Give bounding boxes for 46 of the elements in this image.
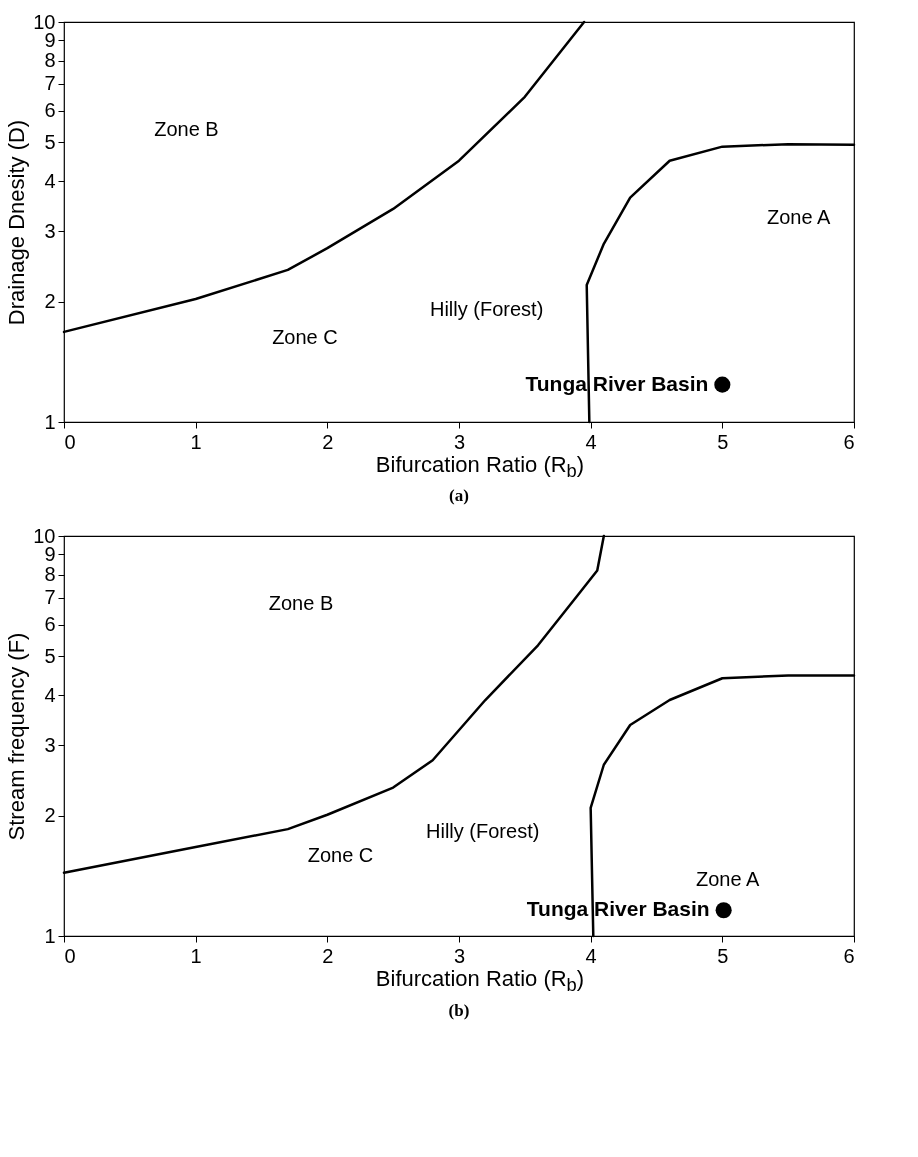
- text: (b): [447, 1000, 471, 1021]
- y-tick-label: 8: [44, 49, 56, 72]
- annotation: Zone A: [767, 206, 832, 228]
- annotation: Zone A: [695, 868, 760, 891]
- y-tick-label: 4: [44, 684, 56, 707]
- y-tick-label: 3: [44, 734, 56, 757]
- x-tick-label: 5: [717, 944, 729, 967]
- x-axis-title: Bifurcation Ratio (R$_{b}$): [374, 452, 586, 483]
- annotation: Zone B: [154, 118, 219, 140]
- x-tick-label: 3: [453, 944, 466, 967]
- x-tick-label: 5: [717, 430, 729, 453]
- y-axis-title: Drainage Dnesity (D): [4, 119, 30, 326]
- annotation: Zone C: [307, 844, 374, 867]
- annotation: Hilly (Forest): [426, 820, 540, 843]
- x-tick-label: 2: [322, 430, 334, 453]
- y-tick-label: 8: [44, 563, 56, 586]
- x-tick-label: 0: [64, 430, 76, 453]
- series-label: Tunga River Basin: [525, 371, 709, 395]
- annotation: Hilly (Forest): [429, 298, 544, 320]
- y-tick-label: 1: [44, 410, 56, 433]
- x-tick-label: 1: [190, 430, 202, 453]
- y-tick-label: 3: [44, 219, 56, 242]
- x-tick-label: 2: [322, 944, 334, 967]
- y-tick-label: 6: [44, 99, 56, 122]
- y-tick-label: 7: [44, 586, 56, 609]
- annotation: Zone B: [268, 592, 334, 615]
- y-tick-label: 6: [44, 613, 56, 636]
- x-tick-label: 0: [64, 944, 76, 967]
- y-tick-label: 7: [44, 72, 56, 95]
- x-tick-label: 4: [585, 944, 597, 967]
- y-axis-title: Stream frequency (F): [4, 632, 30, 841]
- y-tick-label: 2: [44, 290, 56, 313]
- y-tick-label: 1: [44, 924, 56, 947]
- annotation: Zone C: [272, 326, 338, 348]
- y-tick-label: 4: [44, 169, 56, 192]
- x-tick-label: 6: [843, 944, 855, 967]
- text: (a): [448, 486, 470, 507]
- y-tick-label: 5: [44, 130, 56, 153]
- x-tick-label: 3: [453, 430, 466, 453]
- y-tick-label: 2: [44, 804, 56, 827]
- x-tick-label: 6: [843, 430, 855, 453]
- x-tick-label: 4: [585, 430, 597, 453]
- x-tick-label: 1: [190, 944, 202, 967]
- series-label: Tunga River Basin: [526, 897, 710, 921]
- x-axis-title: Bifurcation Ratio (R$_{b}$): [374, 966, 586, 997]
- y-tick-label: 5: [44, 645, 56, 668]
